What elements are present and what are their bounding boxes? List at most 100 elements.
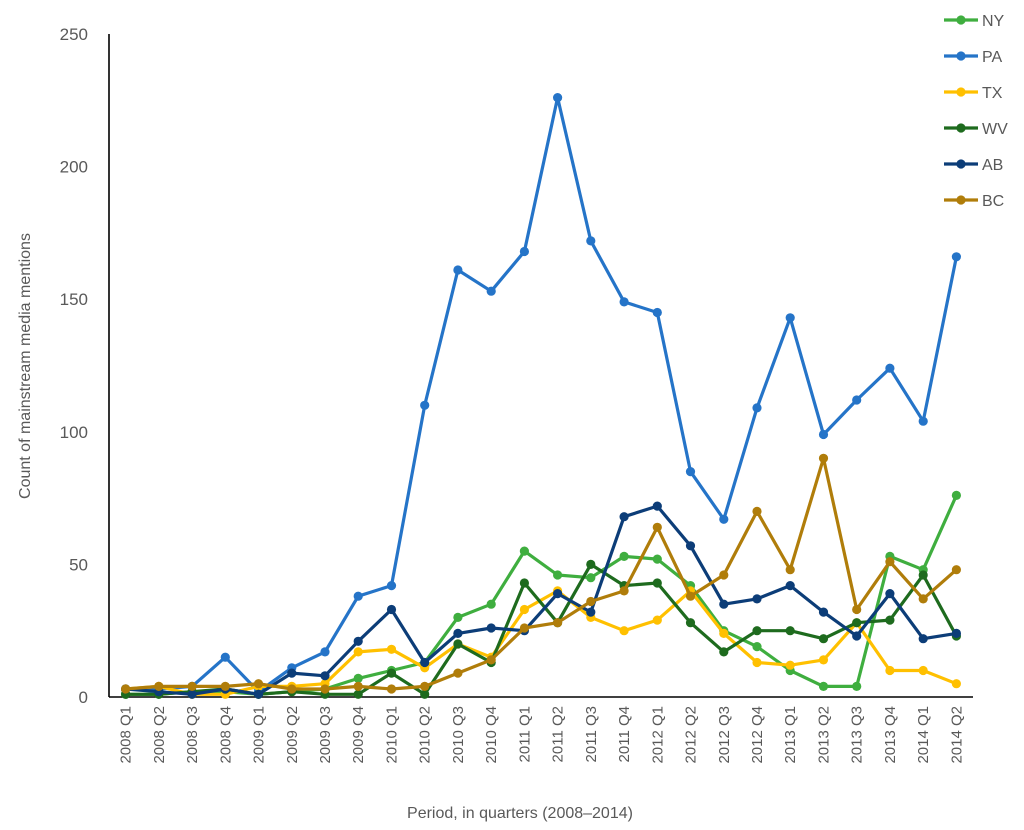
data-point-ny: [619, 551, 629, 562]
data-point-pa: [519, 246, 530, 257]
legend-item-ny[interactable]: NY: [944, 13, 1005, 30]
data-point-pa: [852, 395, 862, 405]
data-point-ab: [386, 604, 397, 615]
data-point-bc: [519, 623, 530, 633]
data-point-pa: [752, 403, 762, 413]
data-point-ny: [586, 573, 596, 583]
data-point-ab: [253, 689, 264, 699]
data-point-bc: [918, 594, 928, 604]
data-point-bc: [719, 570, 729, 580]
data-point-pa: [386, 581, 397, 591]
data-point-ny: [752, 642, 762, 652]
data-point-tx: [353, 647, 363, 657]
legend-label: WV: [982, 121, 1008, 138]
data-point-pa: [951, 252, 962, 262]
legend[interactable]: NY PA TX WV AB BC: [944, 13, 1008, 210]
data-point-bc: [121, 684, 131, 694]
legend-swatch-marker: [956, 87, 966, 97]
legend-item-bc[interactable]: BC: [944, 193, 1004, 210]
data-point-ny: [652, 554, 662, 564]
x-tick-label: 2009 Q3: [317, 706, 334, 764]
data-point-ny: [453, 612, 463, 623]
data-point-wv: [752, 626, 762, 636]
data-point-ny: [353, 673, 363, 684]
data-point-ab: [785, 581, 795, 591]
data-point-wv: [685, 618, 696, 628]
legend-label: NY: [982, 13, 1005, 30]
y-tick-labels: 0 50 100 150 200 250: [60, 25, 88, 707]
data-point-bc: [320, 684, 330, 694]
data-point-wv: [885, 615, 895, 625]
data-point-wv: [719, 647, 729, 657]
x-tick-label: 2014 Q2: [948, 706, 965, 764]
data-point-bc: [885, 557, 895, 567]
data-point-bc: [154, 681, 164, 692]
x-tick-label: 2010 Q2: [417, 706, 434, 764]
x-tick-label: 2011 Q3: [583, 706, 600, 762]
data-point-bc: [287, 684, 297, 694]
axes: [108, 34, 973, 698]
x-tick-label: 2009 Q1: [251, 706, 268, 764]
series-line-ab: [123, 504, 959, 696]
data-point-bc: [785, 565, 795, 575]
x-tick-label: 2012 Q3: [716, 706, 733, 764]
data-point-pa: [586, 236, 596, 246]
legend-swatch-marker: [956, 159, 966, 169]
data-point-ab: [287, 668, 297, 678]
data-point-ab: [685, 541, 696, 551]
data-point-wv: [785, 626, 795, 636]
data-point-bc: [586, 596, 596, 607]
data-point-tx: [619, 626, 629, 636]
data-point-tx: [719, 628, 729, 639]
data-point-bc: [486, 655, 496, 665]
series-line-wv: [123, 562, 959, 696]
data-point-ab: [453, 628, 463, 639]
data-point-pa: [420, 400, 430, 410]
data-point-wv: [453, 639, 463, 649]
data-point-ab: [320, 671, 330, 681]
series-pa: [121, 93, 962, 697]
data-point-bc: [386, 684, 397, 694]
y-tick-label: 50: [69, 555, 88, 574]
series-line-tx: [123, 589, 959, 696]
data-point-wv: [652, 578, 662, 588]
series-line-ny: [123, 493, 959, 696]
data-point-pa: [685, 467, 696, 477]
x-tick-label: 2010 Q1: [383, 706, 400, 764]
legend-item-wv[interactable]: WV: [944, 121, 1008, 138]
data-point-bc: [220, 681, 230, 692]
data-point-wv: [918, 570, 928, 580]
y-tick-label: 250: [60, 25, 88, 44]
legend-item-tx[interactable]: TX: [944, 85, 1003, 102]
data-point-tx: [785, 660, 795, 670]
data-point-ab: [951, 628, 962, 639]
data-point-ny: [519, 546, 530, 556]
data-point-bc: [852, 604, 862, 615]
data-point-tx: [752, 657, 762, 668]
legend-item-pa[interactable]: PA: [944, 49, 1002, 66]
data-point-wv: [353, 689, 363, 699]
x-tick-label: 2014 Q1: [915, 706, 932, 764]
series-line-bc: [123, 456, 959, 691]
y-tick-label: 0: [79, 688, 88, 707]
y-tick-label: 100: [60, 423, 88, 442]
data-point-tx: [885, 665, 895, 676]
data-point-ab: [553, 589, 563, 599]
data-point-ny: [852, 681, 862, 692]
x-tick-label: 2008 Q2: [151, 706, 168, 764]
data-point-wv: [818, 634, 829, 644]
x-tick-label: 2013 Q1: [782, 706, 799, 764]
x-tick-label: 2012 Q2: [683, 706, 700, 764]
series-ab: [121, 501, 962, 699]
legend-swatch-marker: [956, 195, 966, 205]
x-tick-label: 2011 Q2: [550, 706, 567, 762]
data-point-ab: [619, 512, 629, 522]
data-point-ny: [951, 490, 962, 500]
x-tick-label: 2011 Q1: [516, 706, 533, 762]
legend-item-ab[interactable]: AB: [944, 157, 1003, 174]
data-point-pa: [453, 265, 463, 275]
data-point-bc: [818, 453, 829, 463]
data-point-pa: [486, 286, 496, 296]
data-point-ab: [918, 634, 928, 644]
